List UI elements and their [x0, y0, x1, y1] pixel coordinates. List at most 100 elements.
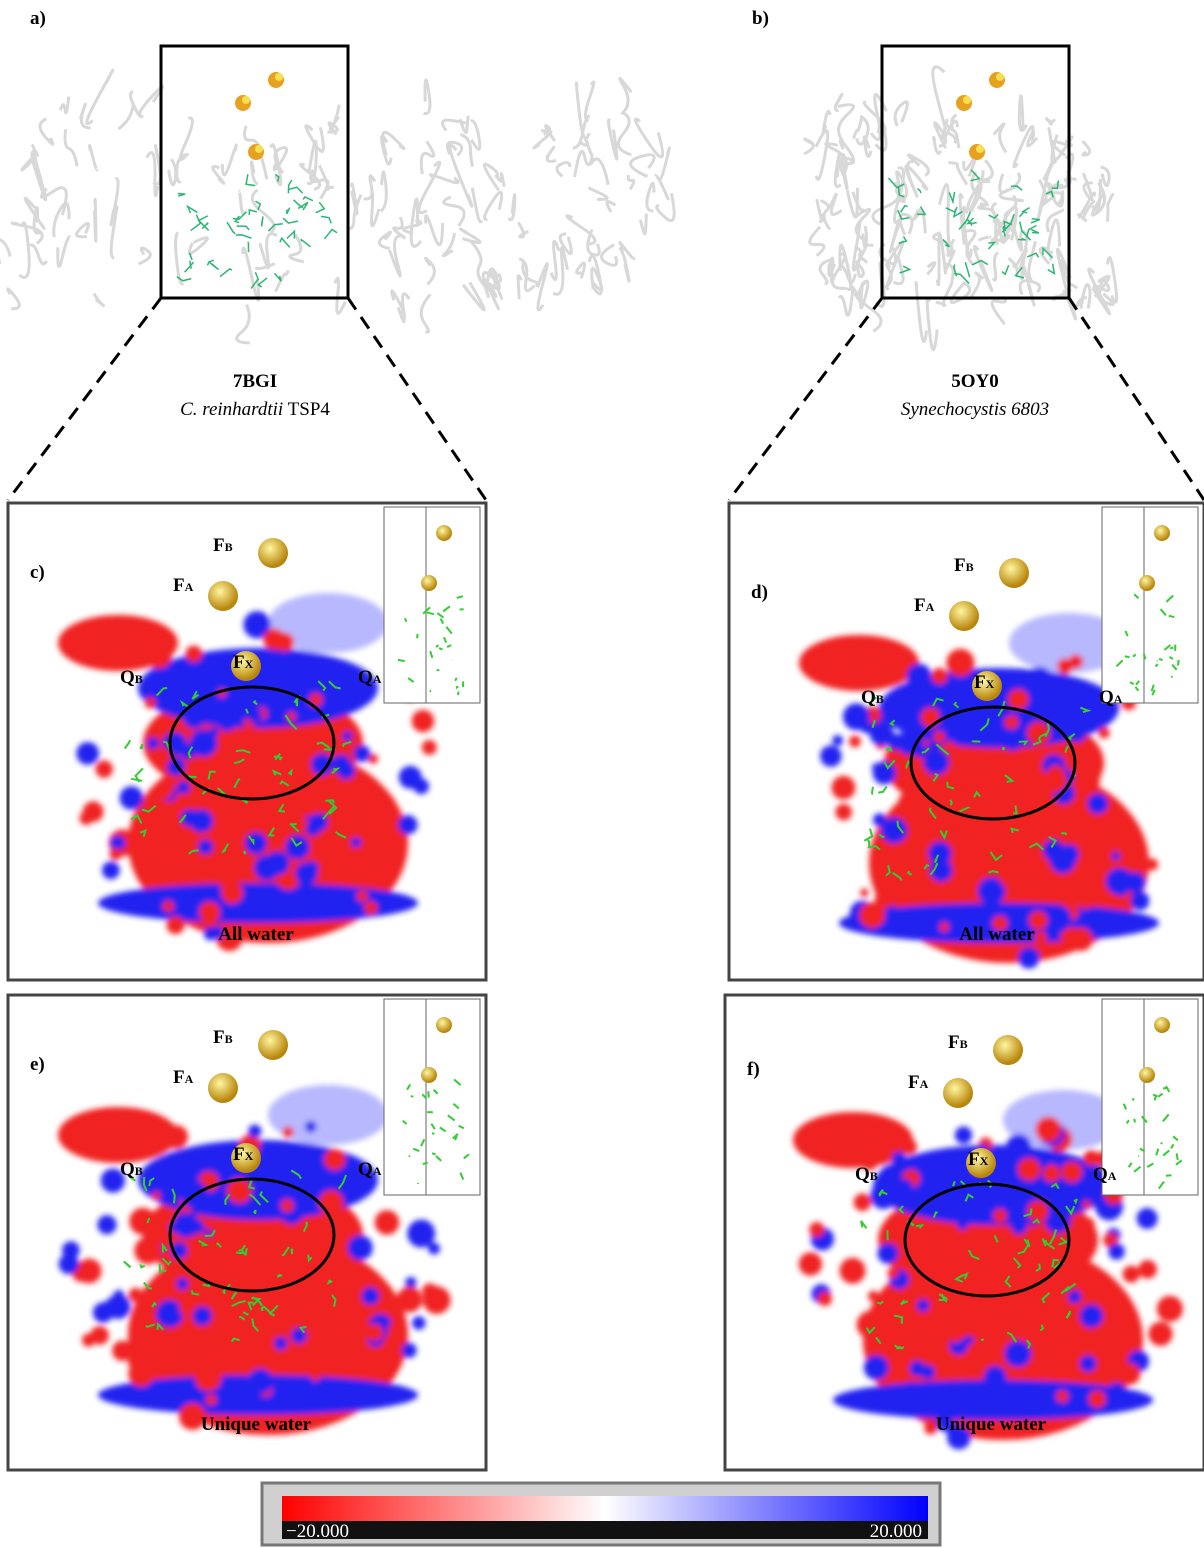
- zoom-line: [8, 298, 161, 500]
- surface-patch: [134, 1237, 161, 1264]
- site-sub: A: [373, 672, 382, 686]
- protein-ribbon: [252, 162, 258, 184]
- protein-ribbon: [835, 94, 842, 110]
- surface-patch: [1006, 1134, 1031, 1159]
- protein-ribbon: [519, 259, 534, 291]
- inset-cofactor: [458, 692, 459, 695]
- cofactor: [949, 192, 954, 202]
- cofactor: [301, 239, 311, 246]
- site-sub: B: [870, 1169, 878, 1183]
- protein-ribbon: [1083, 141, 1090, 155]
- surface-patch: [324, 1149, 346, 1171]
- surface-patch: [402, 1343, 417, 1358]
- site-main: F: [213, 535, 225, 556]
- surface-patch: [1079, 897, 1091, 909]
- surface-patch: [1012, 1198, 1026, 1212]
- site-main: F: [233, 652, 245, 673]
- species-italic: Synechocystis 6803: [901, 399, 1049, 420]
- surface-patch: [799, 1252, 822, 1275]
- surface-patch: [1026, 667, 1053, 694]
- map-caption: Unique water: [936, 1414, 1047, 1435]
- surface-patch: [1108, 1383, 1126, 1401]
- protein-ribbon: [816, 131, 828, 180]
- surface-patch: [1056, 1390, 1069, 1403]
- iron-sulfur-cluster: [996, 73, 1004, 81]
- protein-ribbon: [933, 67, 946, 129]
- surface-patch: [110, 835, 125, 850]
- surface-patch: [145, 697, 156, 708]
- inset-cofactor: [432, 1133, 434, 1134]
- cofactor: [191, 215, 201, 231]
- colorbar-gradient: [282, 1496, 928, 1521]
- site-sub: A: [185, 1072, 194, 1086]
- surface-patch: [1080, 1304, 1104, 1328]
- surface-patch: [955, 1127, 972, 1144]
- iron-sulfur-cluster: [208, 581, 238, 611]
- surface-patch: [283, 1126, 294, 1137]
- surface-patch: [1138, 1260, 1157, 1279]
- surface-patch: [348, 1235, 373, 1260]
- surface-patch: [1043, 1164, 1061, 1182]
- protein-ribbon: [147, 153, 158, 196]
- protein-ribbon: [914, 210, 926, 233]
- protein-ribbon: [592, 268, 602, 290]
- surface-patch: [899, 793, 914, 808]
- surface-patch: [1111, 852, 1120, 861]
- surface-patch: [221, 882, 243, 904]
- surface-patch: [961, 944, 973, 956]
- protein-ribbon: [398, 294, 409, 322]
- site-sub: A: [1108, 1169, 1117, 1183]
- protein-ribbon: [65, 129, 77, 166]
- surface-patch: [909, 1361, 925, 1377]
- protein-ribbon: [472, 188, 482, 222]
- surface-patch: [1087, 793, 1108, 814]
- surface-patch: [947, 688, 963, 704]
- surface-patch: [405, 1277, 416, 1288]
- surface-patch: [931, 668, 947, 684]
- surface-patch: [957, 1220, 968, 1231]
- panel-label: d): [751, 582, 768, 603]
- surface-patch: [165, 1360, 174, 1369]
- surface-patch: [941, 881, 964, 904]
- panel-label: f): [747, 1059, 760, 1080]
- surface-patch: [152, 1191, 161, 1200]
- surface-patch: [999, 862, 1027, 890]
- site-sub: B: [966, 560, 974, 574]
- inset-cofactor: [1170, 648, 1173, 649]
- protein-ribbon: [580, 139, 592, 158]
- panel-label: c): [30, 562, 45, 583]
- surface-patch: [169, 1347, 183, 1361]
- cofactor: [289, 187, 303, 193]
- protein-ribbon: [608, 120, 616, 159]
- surface-patch: [166, 670, 186, 690]
- protein-ribbon: [426, 216, 443, 245]
- surface-patch: [180, 744, 196, 760]
- site-sub: B: [225, 1032, 233, 1046]
- site-sub: X: [245, 657, 254, 671]
- surface-red: [58, 1107, 178, 1163]
- surface-patch: [206, 1394, 217, 1405]
- protein-ribbon: [979, 237, 990, 240]
- site-main: Q: [358, 1159, 373, 1180]
- site-sub: X: [980, 1154, 989, 1168]
- cofactor: [283, 218, 298, 223]
- protein-ribbon: [810, 227, 824, 256]
- inset-cofactor: [398, 660, 405, 661]
- protein-ribbon: [87, 70, 113, 124]
- protein-ribbon: [657, 193, 675, 220]
- protein-ribbon: [916, 282, 926, 341]
- protein-ribbon: [537, 264, 547, 310]
- surface-patch: [274, 1337, 287, 1350]
- cofactor: [303, 197, 313, 201]
- protein-ribbon: [534, 132, 551, 148]
- inset-cofactor: [1171, 676, 1172, 677]
- colorbar-min: −20.000: [286, 1521, 349, 1542]
- surface-patch: [407, 1220, 435, 1248]
- protein-ribbon: [1092, 183, 1104, 216]
- protein-ribbon: [1029, 241, 1036, 280]
- protein-ribbon: [551, 241, 559, 279]
- protein-ribbon: [907, 162, 916, 197]
- inset-cofactor: [1159, 659, 1162, 660]
- surface-patch: [179, 1301, 194, 1316]
- protein-ribbon: [485, 192, 502, 219]
